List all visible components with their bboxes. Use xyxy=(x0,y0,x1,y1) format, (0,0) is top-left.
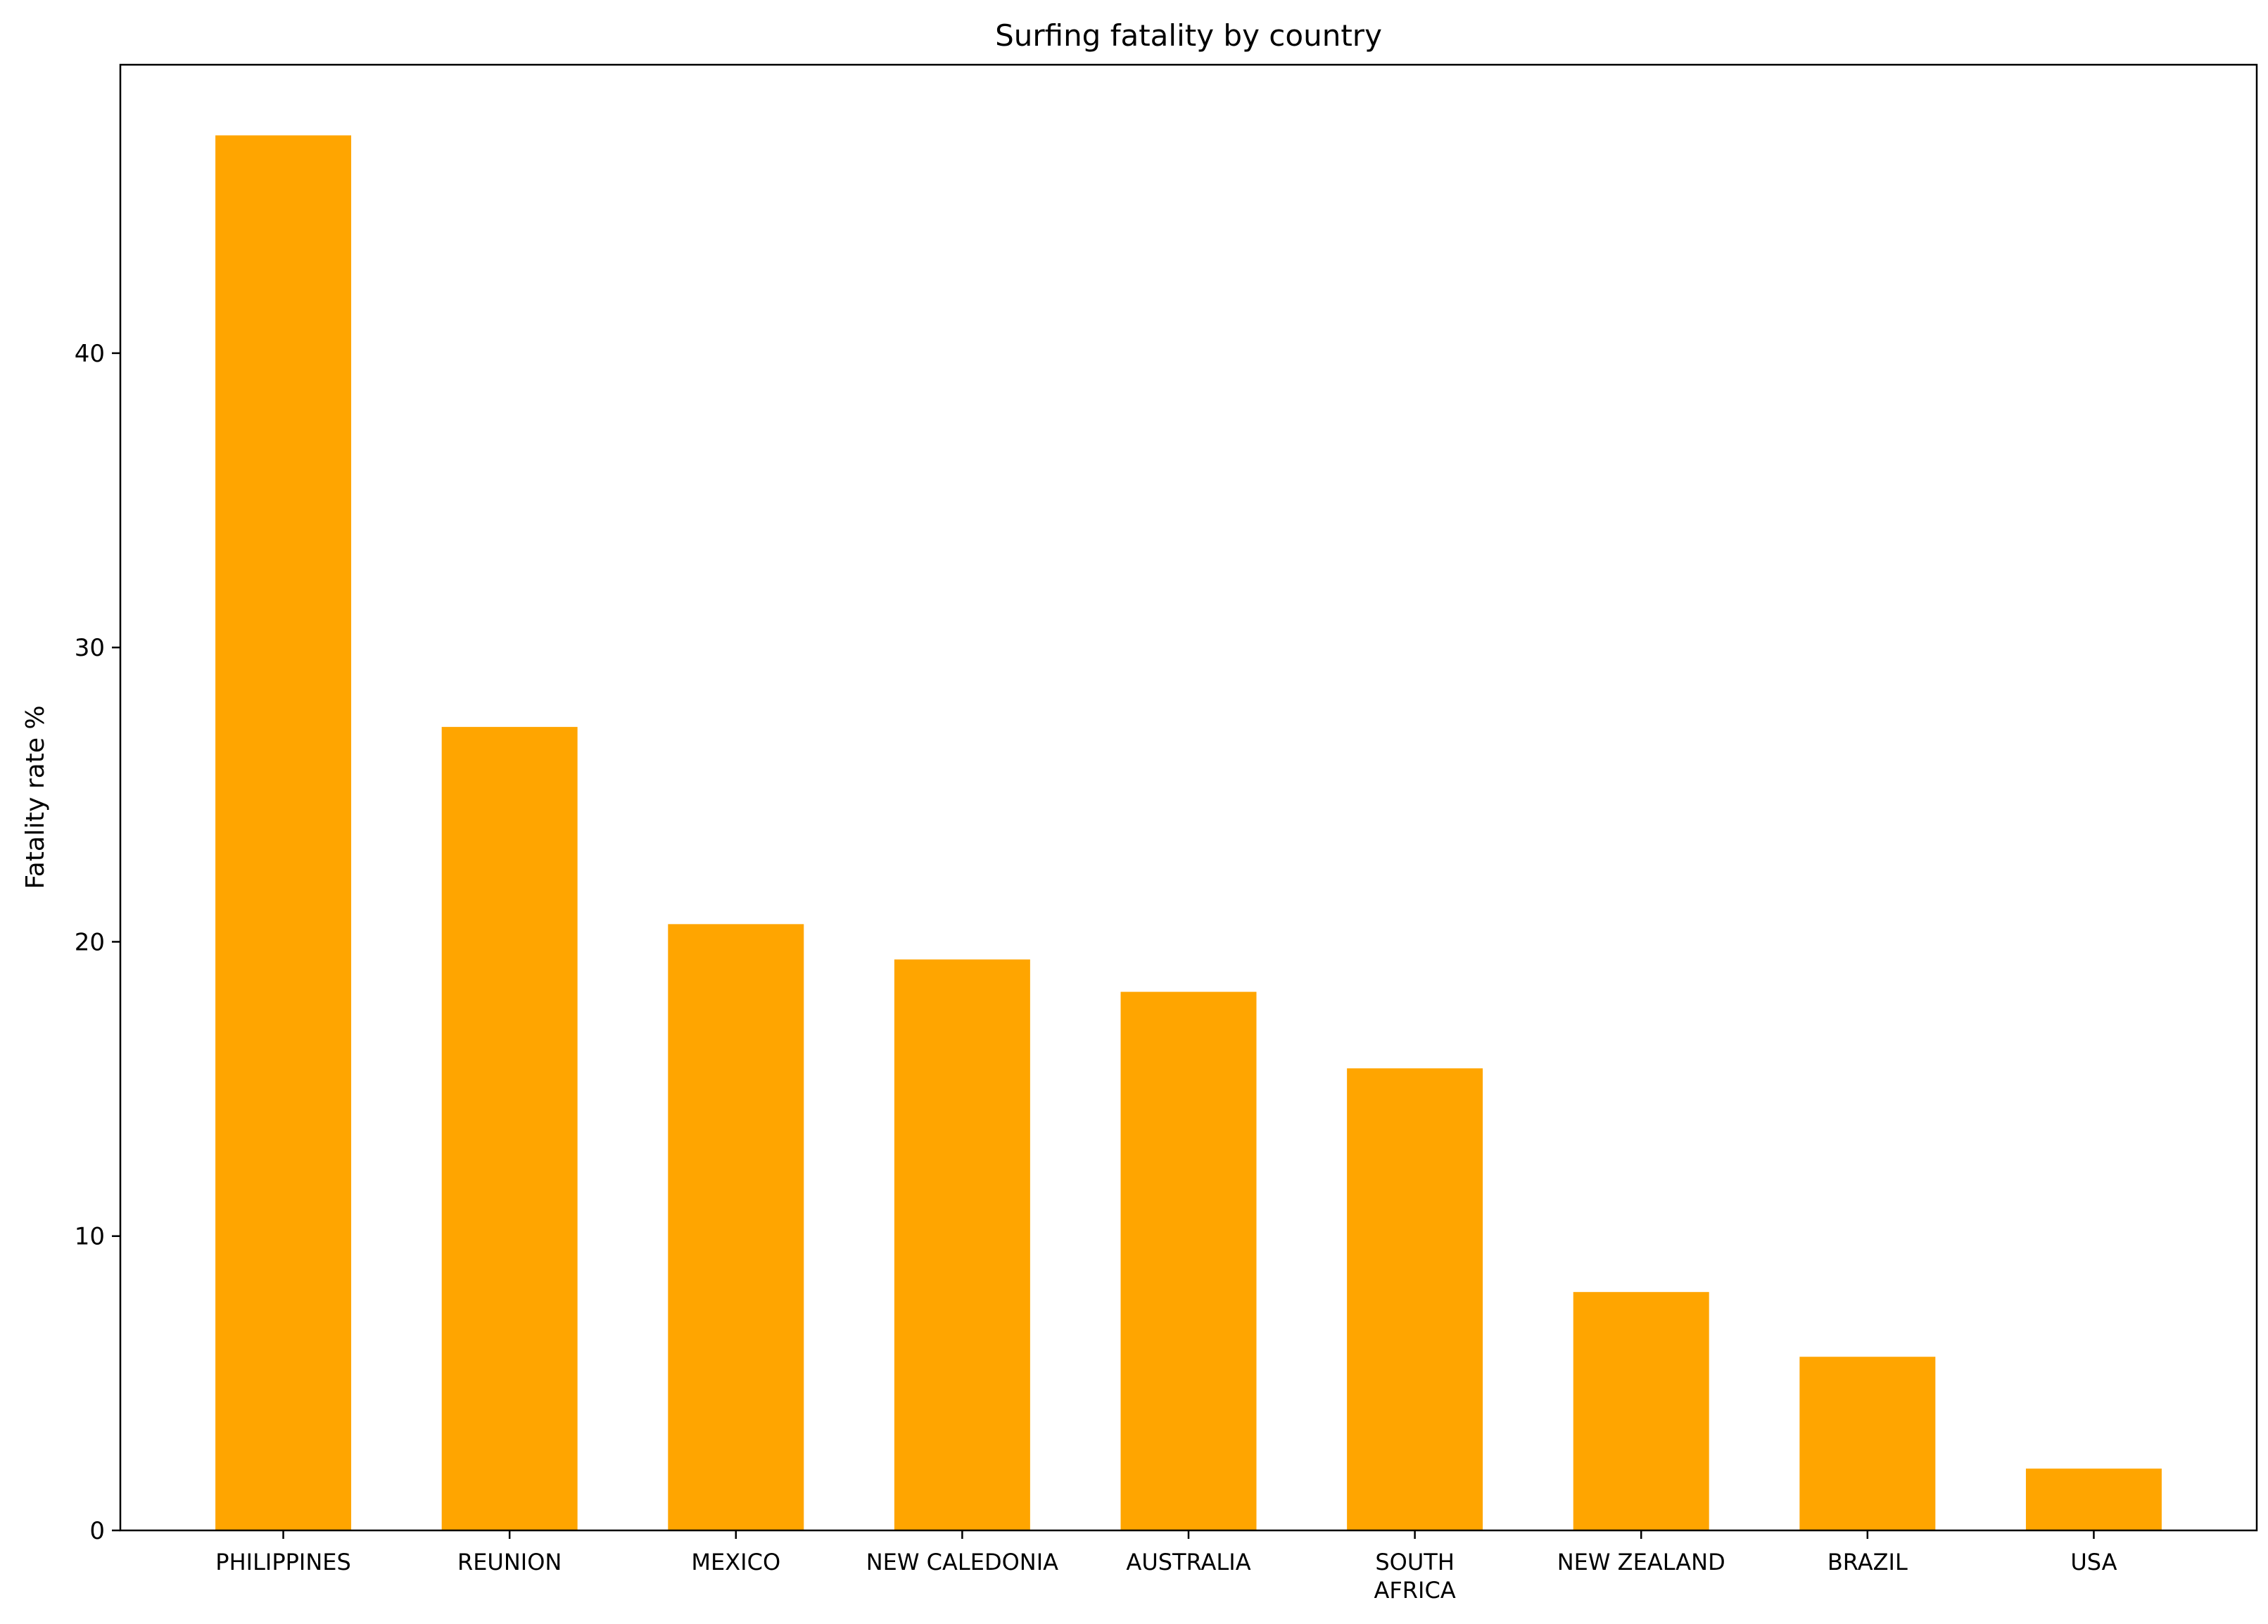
x-tick-label: AUSTRALIA xyxy=(1126,1549,1250,1575)
y-axis-label: Fatality rate % xyxy=(21,705,50,889)
x-tick-label: USA xyxy=(2070,1549,2117,1575)
bar-usa xyxy=(2025,1468,2162,1530)
bar-new-zealand xyxy=(1573,1292,1709,1530)
y-tick-label: 0 xyxy=(89,1517,105,1545)
chart-title: Surfing fatality by country xyxy=(995,18,1382,53)
y-tick-label: 10 xyxy=(75,1223,105,1251)
x-tick-label: NEW ZEALAND xyxy=(1557,1549,1725,1575)
x-tick-label: BRAZIL xyxy=(1827,1549,1908,1575)
x-tick-label: REUNION xyxy=(457,1549,562,1575)
bar-australia xyxy=(1120,991,1257,1530)
bar-south-africa xyxy=(1347,1068,1483,1530)
bars-group xyxy=(215,135,2162,1530)
bar-brazil xyxy=(1799,1357,1936,1530)
bar-new-caledonia xyxy=(894,959,1030,1530)
x-tick-label: NEW CALEDONIA xyxy=(866,1549,1058,1575)
bar-mexico xyxy=(668,924,804,1530)
bar-philippines xyxy=(215,135,352,1530)
x-tick-label: MEXICO xyxy=(691,1549,780,1575)
bar-reunion xyxy=(441,727,578,1530)
x-axis-ticks: PHILIPPINES REUNION MEXICO NEW CALEDONIA AUS… xyxy=(215,1530,2117,1604)
y-axis-ticks: 0 10 20 30 40 xyxy=(75,340,120,1545)
y-tick-label: 40 xyxy=(75,340,105,368)
y-tick-label: 20 xyxy=(75,928,105,956)
plot-area-frame xyxy=(119,63,2258,1532)
y-tick-label: 30 xyxy=(75,634,105,662)
x-tick-label: SOUTH AFRICA xyxy=(1374,1549,1456,1604)
x-tick-label: PHILIPPINES xyxy=(215,1549,351,1575)
